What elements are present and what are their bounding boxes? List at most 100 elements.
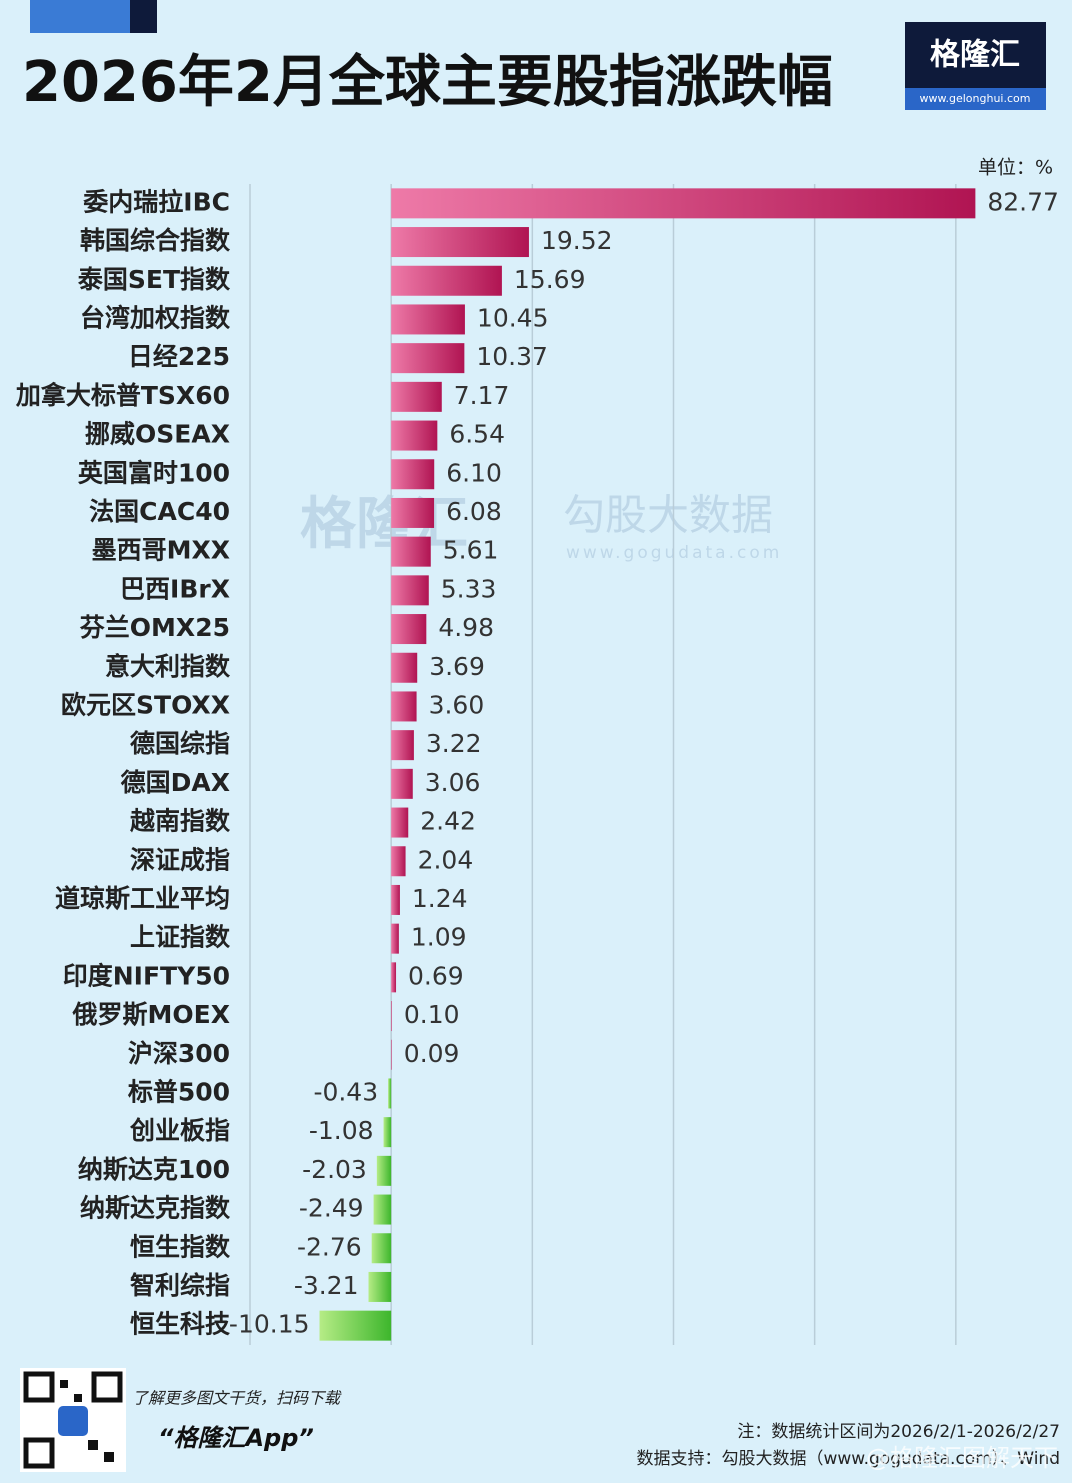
value-label: -0.43 [313, 1077, 378, 1106]
category-label: 巴西IBrX [120, 574, 230, 603]
category-label: 委内瑞拉IBC [82, 187, 230, 216]
category-label: 挪威OSEAX [85, 420, 230, 449]
category-label: 俄罗斯MOEX [72, 1000, 230, 1029]
value-label: 6.08 [446, 497, 502, 526]
bar [368, 1271, 392, 1302]
value-label: 0.69 [408, 961, 464, 990]
value-label: 6.54 [449, 420, 505, 449]
category-label: 英国富时100 [78, 458, 230, 487]
category-label: 道琼斯工业平均 [55, 884, 230, 913]
value-label: 15.69 [514, 265, 586, 294]
value-label: 3.22 [426, 729, 482, 758]
watermark-url: www.gogudata.com [566, 543, 782, 563]
value-label: -1.08 [309, 1116, 374, 1145]
bar [391, 420, 438, 451]
value-label: 4.98 [438, 613, 494, 642]
category-label: 德国综指 [130, 729, 230, 758]
bar [383, 1117, 392, 1148]
value-label: 5.61 [443, 536, 499, 565]
deco [30, 0, 130, 33]
bar [391, 304, 465, 335]
bar [391, 923, 399, 954]
logo-url: www.gelonghui.com [920, 92, 1031, 105]
bar [391, 1039, 392, 1070]
category-label: 泰国SET指数 [78, 265, 231, 294]
category-label: 上证指数 [130, 923, 231, 952]
bar [391, 459, 435, 490]
app: “格隆汇App” [158, 1424, 314, 1452]
bar [391, 691, 417, 722]
category-label: 深证成指 [130, 845, 230, 874]
category-label: 日经225 [128, 342, 230, 371]
credit: @格隆汇图解天下 [866, 1444, 1058, 1472]
bar [391, 575, 429, 606]
title: 2026年2月全球主要股指涨跌幅 [22, 50, 833, 115]
value-label: 1.24 [412, 884, 468, 913]
category-label: 恒生科技 [130, 1310, 230, 1339]
watermark: 格隆汇 勾股大数据 www.gogudata.com [300, 491, 782, 564]
bar [391, 188, 976, 219]
bar [391, 807, 409, 838]
value-label: -2.49 [299, 1194, 364, 1223]
deco [130, 0, 157, 33]
note: 注：数据统计区间为2026/2/1-2026/2/27 [737, 1422, 1060, 1442]
value-label: 6.10 [446, 458, 502, 487]
bar [391, 227, 529, 258]
value-label: -2.03 [302, 1155, 367, 1184]
category-label: 纳斯达克指数 [80, 1194, 231, 1223]
category-label: 欧元区STOXX [61, 690, 230, 719]
bar [391, 381, 442, 412]
bar [391, 962, 397, 993]
category-label: 纳斯达克100 [78, 1155, 230, 1184]
bar [391, 652, 418, 683]
bar [391, 536, 431, 567]
category-label: 韩国综合指数 [80, 226, 231, 255]
value-label: 3.69 [429, 652, 485, 681]
bar [373, 1194, 392, 1225]
bar [391, 265, 502, 296]
bar [376, 1155, 392, 1186]
value-label: 10.45 [477, 303, 549, 332]
unit-label: 单位：% [978, 157, 1053, 179]
bar [391, 614, 427, 645]
value-label: 2.04 [418, 845, 474, 874]
category-label: 法国CAC40 [89, 497, 230, 526]
category-label: 印度NIFTY50 [63, 961, 230, 990]
value-label: 0.10 [404, 1000, 460, 1029]
bar [371, 1233, 392, 1264]
qr-code [20, 1368, 126, 1472]
logo-strip [905, 88, 1046, 110]
category-label: 意大利指数 [105, 652, 231, 681]
bar [391, 884, 400, 915]
watermark-source: 勾股大数据 [563, 491, 773, 540]
value-label: 82.77 [987, 187, 1059, 216]
bar [391, 1001, 392, 1032]
category-label: 沪深300 [128, 1039, 230, 1068]
value-label: 1.09 [411, 923, 467, 952]
value-label: -3.21 [294, 1271, 359, 1300]
category-label: 加拿大标普TSX60 [15, 381, 230, 410]
logo-text: 格隆汇 [930, 38, 1020, 73]
watermark-brand: 格隆汇 [300, 492, 468, 557]
source: 数据支持：勾股大数据（www.gogudata.com）、Wind [636, 1449, 1060, 1469]
bar [319, 1310, 392, 1341]
category-label: 标普500 [128, 1077, 230, 1106]
value-label: -10.15 [229, 1310, 310, 1339]
promo: 了解更多图文干货，扫码下载 [132, 1389, 342, 1408]
value-label: 5.33 [441, 574, 497, 603]
value-label: 0.09 [404, 1039, 460, 1068]
value-label: 2.42 [420, 807, 476, 836]
value-label: 10.37 [476, 342, 548, 371]
category-label: 恒生指数 [130, 1232, 231, 1261]
category-label: 越南指数 [130, 807, 231, 836]
value-label: 3.06 [425, 768, 481, 797]
category-label: 智利综指 [130, 1271, 230, 1300]
category-label: 墨西哥MXX [92, 536, 230, 565]
category-label: 创业板指 [129, 1116, 230, 1145]
bar [391, 768, 413, 799]
value-label: 19.52 [541, 226, 613, 255]
value-label: -2.76 [297, 1232, 362, 1261]
chart: 委内瑞拉IBC 82.77 韩国综合指数 19.52 泰国SET指数 15.69 台湾加权指… [15, 184, 1059, 1345]
